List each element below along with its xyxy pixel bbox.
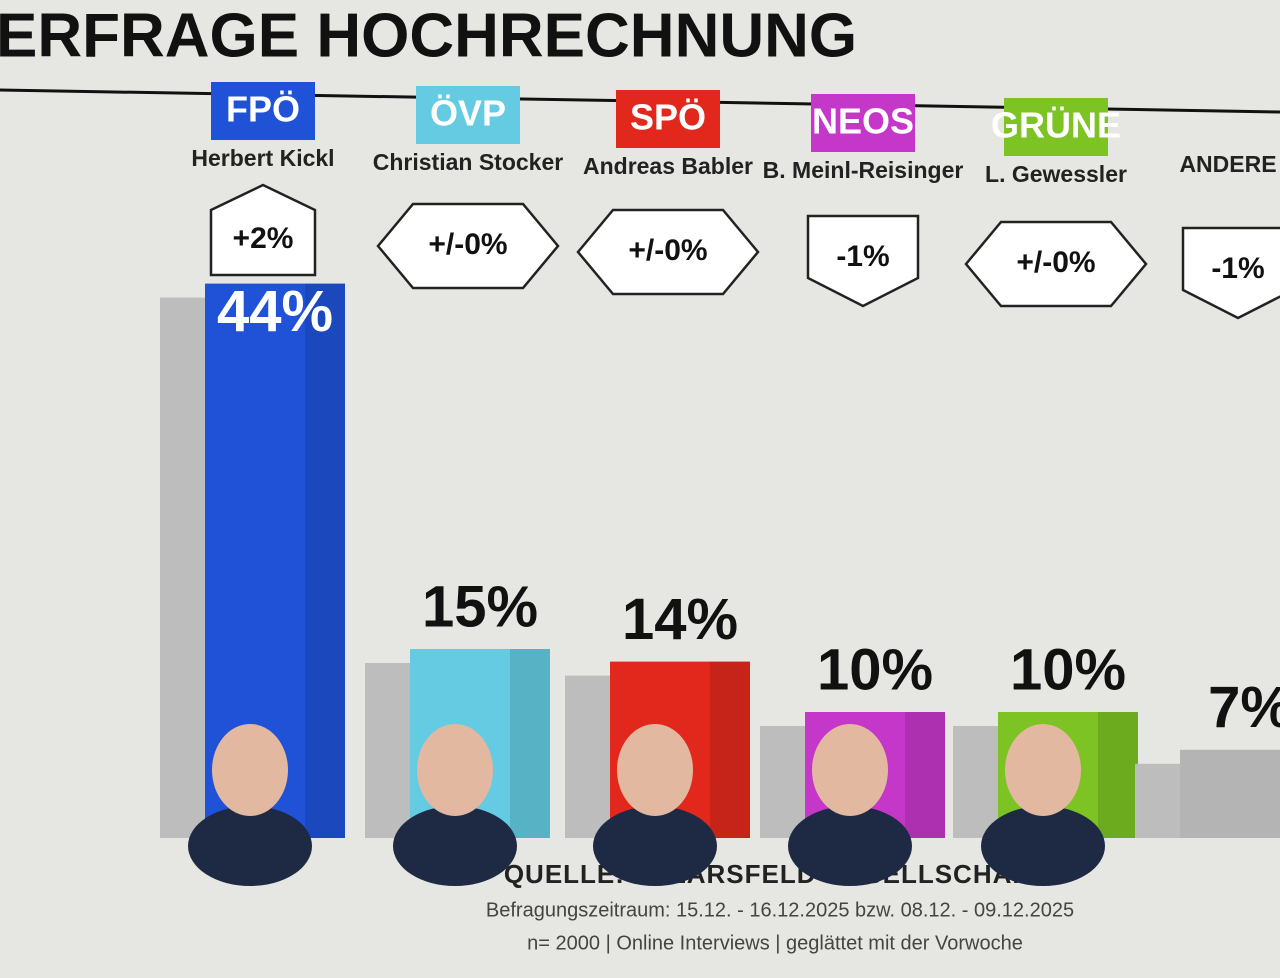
portrait-head [812,724,888,816]
party-label: SPÖ [630,97,706,138]
candidate-name: Christian Stocker [373,149,563,175]
party-badge [1004,98,1108,156]
change-badge [376,202,560,290]
party-badge [811,94,915,152]
party-label: FPÖ [226,89,300,130]
portrait-head [212,724,288,816]
portrait-head [617,724,693,816]
candidate-name: Andreas Babler [583,153,753,179]
change-label: -1% [1211,252,1264,285]
change-label: +/-0% [428,228,507,261]
candidate-name: Herbert Kickl [191,145,334,171]
party-label: GRÜNE [991,105,1121,146]
change-label: -1% [836,240,889,273]
party-label: ÖVP [430,93,506,134]
bar-side [510,649,550,838]
bar-side [905,712,945,838]
value-label: 44% [217,279,333,344]
value-label: 10% [1010,637,1126,702]
change-badge [964,220,1148,308]
bar-side [710,661,750,838]
party-label: NEOS [812,101,914,142]
portrait-shoulders [981,806,1105,886]
change-badge [576,208,760,296]
party-badge [616,90,720,148]
note: n= 2000 | Online Interviews | geglättet … [527,932,1023,954]
candidate-name: B. Meinl-Reisinger [763,157,964,183]
party-badge [211,82,315,140]
source: QUELLE: LAZARSFELD GESELLSCHAFT [504,859,1046,889]
change-label: +2% [233,222,294,255]
party-label: ANDERE [1179,151,1276,177]
value-label: 7% [1208,675,1280,740]
portrait-head [1005,724,1081,816]
change-label: +/-0% [628,234,707,267]
candidate-name: L. Gewessler [985,161,1127,187]
portrait-shoulders [593,806,717,886]
portrait-shoulders [788,806,912,886]
bar-side [1098,712,1138,838]
party-badge [416,86,520,144]
change-badge [1181,226,1280,320]
bar [1180,749,1280,838]
note: Befragungszeitraum: 15.12. - 16.12.2025 … [486,899,1074,921]
portrait-shoulders [188,806,312,886]
value-label: 14% [622,587,738,652]
chart-title: ERFRAGE HOCHRECHNUNG [0,1,857,70]
value-label: 10% [817,637,933,702]
portrait-head [417,724,493,816]
portrait-shoulders [393,806,517,886]
change-badge [806,214,920,308]
value-label: 15% [422,574,538,639]
bar-side [305,283,345,839]
change-label: +/-0% [1016,246,1095,279]
change-badge [209,183,317,277]
